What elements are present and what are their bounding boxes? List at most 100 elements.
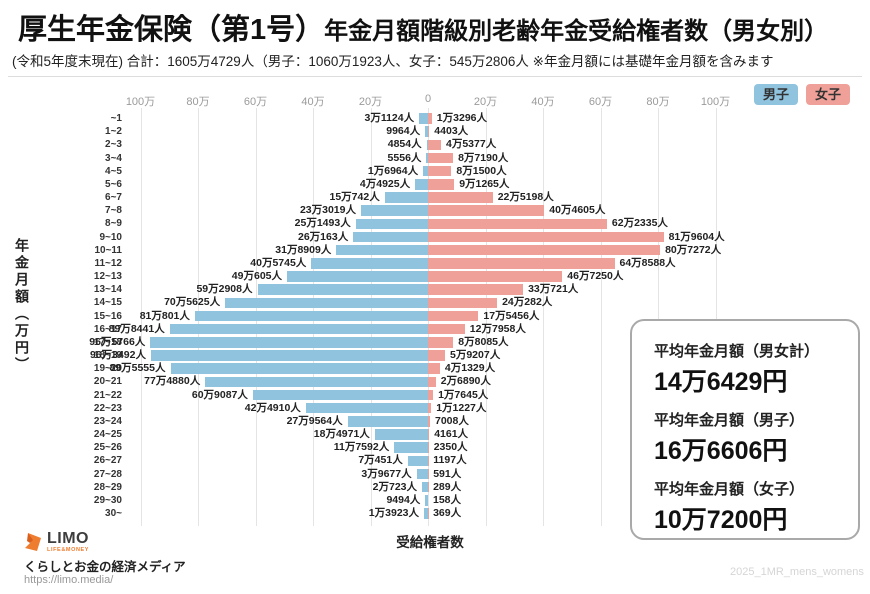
female-value-label: 12万7958人 <box>469 322 526 335</box>
category-label: 15~16 <box>93 310 122 322</box>
female-bar <box>428 402 432 414</box>
female-value-label: 2350人 <box>433 441 468 454</box>
axis-tick-label: 40万 <box>301 96 325 108</box>
female-bar <box>428 284 524 295</box>
female-bar <box>428 126 430 137</box>
female-bar <box>428 139 441 151</box>
category-label: 3~4 <box>105 152 122 164</box>
male-value-label: 96万3492人 <box>89 349 146 362</box>
female-value-label: 5万9207人 <box>450 349 501 362</box>
legend-male-badge: 男子 <box>753 84 798 105</box>
female-bar <box>428 416 430 427</box>
category-label: 19~20 <box>93 363 122 375</box>
female-value-label: 64万8588人 <box>619 256 676 269</box>
category-label: 26~27 <box>93 455 122 467</box>
male-value-label: 3万1124人 <box>364 112 415 124</box>
gridline <box>140 108 142 526</box>
female-bar <box>428 192 493 203</box>
female-value-label: 1万1227人 <box>436 401 487 414</box>
axis-tick-label: 20万 <box>358 96 383 108</box>
gridline <box>715 108 717 526</box>
female-value-label: 591人 <box>433 467 462 480</box>
summary-box: 平均年金月額（男女計） 14万6429円 平均年金月額（男子） 16万6606円… <box>630 319 860 540</box>
male-bar <box>205 376 428 388</box>
watermark: 2025_1MR_mens_womens <box>730 566 864 578</box>
limo-logo-text: LIMO LIFE&MONEY <box>47 531 89 554</box>
page-title-main: 厚生年金保険（第1号） <box>18 14 325 46</box>
summary-item-total: 平均年金月額（男女計） 14万6429円 <box>654 340 848 398</box>
female-bar <box>428 429 430 440</box>
male-value-label: 9494人 <box>386 493 421 506</box>
female-bar <box>428 113 432 124</box>
male-bar <box>252 389 428 401</box>
axis-tick-label: 60万 <box>588 96 613 108</box>
male-value-label: 60万9087人 <box>191 388 248 401</box>
male-value-label: 59万2908人 <box>196 283 253 296</box>
male-value-label: 89万8441人 <box>108 322 165 335</box>
female-bar <box>428 376 436 388</box>
category-label: 1~2 <box>105 126 122 138</box>
gridline <box>658 108 659 526</box>
y-axis-title: 年金月額（万円） <box>14 238 30 374</box>
female-value-label: 8万8085人 <box>458 335 509 348</box>
female-bar <box>428 244 661 256</box>
female-bar <box>428 258 615 269</box>
category-label: 30~ <box>105 508 122 520</box>
female-bar <box>428 337 454 348</box>
summary-value: 14万6429円 <box>654 368 788 396</box>
category-label: 18~19 <box>93 350 122 362</box>
male-value-label: 3万9677人 <box>361 467 412 480</box>
category-label: 24~25 <box>93 429 122 441</box>
female-value-label: 1万7645人 <box>438 388 489 401</box>
male-bar <box>170 363 428 374</box>
category-label: 10~11 <box>94 244 122 256</box>
gridline <box>600 108 602 526</box>
male-value-label: 40万5745人 <box>250 256 307 269</box>
female-value-label: 369人 <box>433 507 462 520</box>
male-bar <box>407 455 428 467</box>
axis-tick-label: 100万 <box>700 96 731 108</box>
female-value-label: 17万5456人 <box>483 309 540 322</box>
subtitle: (令和5年度末現在) 合計：1605万4729人（男子：1060万1923人、女… <box>12 54 774 69</box>
female-value-label: 24万282人 <box>502 296 553 309</box>
male-bar <box>150 337 428 348</box>
category-label: 21~22 <box>93 389 122 401</box>
female-value-label: 4161人 <box>434 428 469 441</box>
male-value-label: 9964人 <box>386 125 421 138</box>
summary-value: 16万6606円 <box>654 437 788 465</box>
female-value-label: 4万1329人 <box>444 362 496 375</box>
male-value-label: 4854人 <box>387 138 422 151</box>
female-bar <box>428 350 445 361</box>
page-title: 厚生年金保険（第1号） 年金月額階級別老齢年金受給権者数（男女別） <box>18 6 828 48</box>
male-bar <box>426 152 428 164</box>
category-label: 12~13 <box>93 271 122 283</box>
female-bar <box>428 152 454 164</box>
male-bar <box>347 416 428 427</box>
category-label: 8~9 <box>105 218 122 230</box>
male-value-label: 15万742人 <box>329 191 380 204</box>
category-label: 28~29 <box>93 481 122 493</box>
female-value-label: 2万6890人 <box>440 375 491 388</box>
male-value-label: 11万7592人 <box>333 441 390 454</box>
male-bar <box>425 126 428 137</box>
limo-logo-icon <box>24 531 44 557</box>
male-bar <box>225 297 428 309</box>
female-bar <box>428 323 465 335</box>
male-value-label: 1万6964人 <box>367 164 419 177</box>
footer-tagline: くらしとお金の経済メディア <box>24 560 186 574</box>
female-value-label: 289人 <box>433 480 462 493</box>
axis-tick-label: 100万 <box>125 96 156 108</box>
male-value-label: 81万801人 <box>139 309 190 322</box>
female-value-label: 80万7272人 <box>665 243 722 256</box>
female-bar <box>428 271 563 282</box>
male-value-label: 27万9564人 <box>286 414 343 427</box>
male-bar <box>353 231 428 243</box>
male-bar <box>311 258 428 269</box>
axis-tick-label: 80万 <box>186 96 210 108</box>
limo-logo: LIMO LIFE&MONEY <box>24 531 89 557</box>
summary-label: 平均年金月額（男女計） <box>654 343 820 360</box>
category-label: 25~26 <box>93 442 122 454</box>
chart-legend: 男子 女子 <box>753 84 850 105</box>
male-value-label: 5556人 <box>387 151 422 164</box>
